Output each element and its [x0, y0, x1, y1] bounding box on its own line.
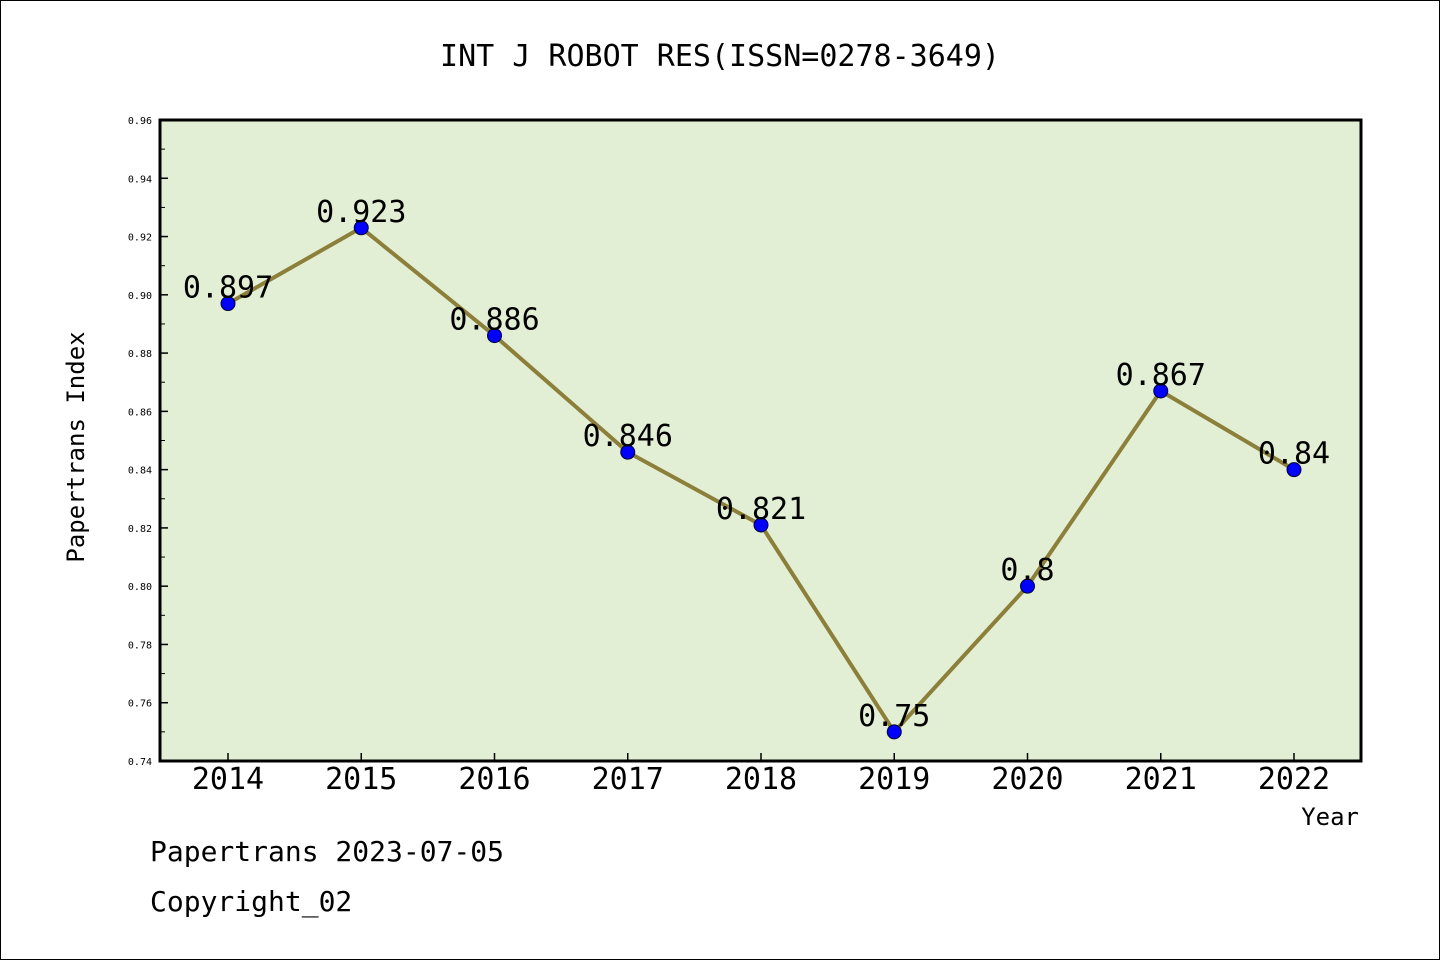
data-point	[487, 328, 502, 344]
x-tick-label: 2020	[991, 762, 1063, 797]
data-label: 0.867	[1116, 358, 1206, 393]
x-tick-label: 2018	[725, 762, 797, 797]
y-tick-label: 0.78	[128, 640, 152, 651]
x-tick-label: 2021	[1125, 762, 1197, 797]
y-tick-label: 0.90	[128, 291, 152, 302]
data-label: 0.886	[449, 303, 539, 338]
x-tick-label: 2019	[858, 762, 930, 797]
x-tick-label: 2015	[325, 762, 397, 797]
data-label: 0.84	[1258, 437, 1330, 472]
series-markers	[220, 220, 1302, 740]
y-tick-label: 0.74	[128, 757, 152, 768]
data-point	[353, 220, 369, 236]
footer-copyright: Copyright_02	[150, 885, 353, 918]
y-tick-label: 0.96	[128, 116, 152, 127]
chart-title: INT J ROBOT RES(ISSN=0278-3649)	[440, 39, 1000, 74]
data-point	[220, 296, 236, 312]
y-tick-label: 0.94	[128, 174, 152, 185]
data-label: 0.8	[1000, 553, 1054, 588]
x-axis: 2014 2015 2016 2017 2018 2019 2020 2021 2022	[192, 753, 1330, 797]
data-label: 0.923	[316, 195, 406, 230]
data-label: 0.821	[716, 492, 806, 527]
y-tick-label: 0.86	[128, 407, 152, 418]
x-tick-label: 2014	[192, 762, 264, 797]
data-labels: 0.897 0.923 0.886 0.846 0.821 0.75 0.8 0.867 0.8…	[183, 195, 1330, 734]
x-tick-label: 2022	[1258, 762, 1330, 797]
y-tick-label: 0.82	[128, 524, 152, 535]
data-label: 0.846	[583, 419, 673, 454]
x-axis-label: Year	[1301, 803, 1359, 831]
data-point	[1286, 462, 1302, 478]
y-tick-label: 0.76	[128, 699, 152, 710]
footer-date-stamp: Papertrans 2023-07-05	[150, 835, 505, 868]
y-tick-label: 0.80	[128, 582, 152, 593]
data-point	[886, 724, 902, 740]
y-axis-label: Papertrans Index	[62, 331, 90, 562]
y-tick-label: 0.92	[128, 233, 152, 244]
x-tick-label: 2017	[592, 762, 664, 797]
data-label: 0.75	[858, 699, 930, 734]
data-point	[620, 444, 636, 460]
data-point	[1020, 578, 1035, 594]
y-tick-label: 0.88	[128, 349, 152, 360]
data-point	[1153, 383, 1169, 399]
y-axis: 0.74 0.76 0.78 0.80 0.82 0.84 0.86 0.88 0.90 0.92…	[128, 116, 168, 768]
data-label: 0.897	[183, 271, 273, 306]
y-tick-label: 0.84	[128, 466, 152, 477]
data-point	[753, 517, 769, 533]
x-tick-label: 2016	[458, 762, 530, 797]
